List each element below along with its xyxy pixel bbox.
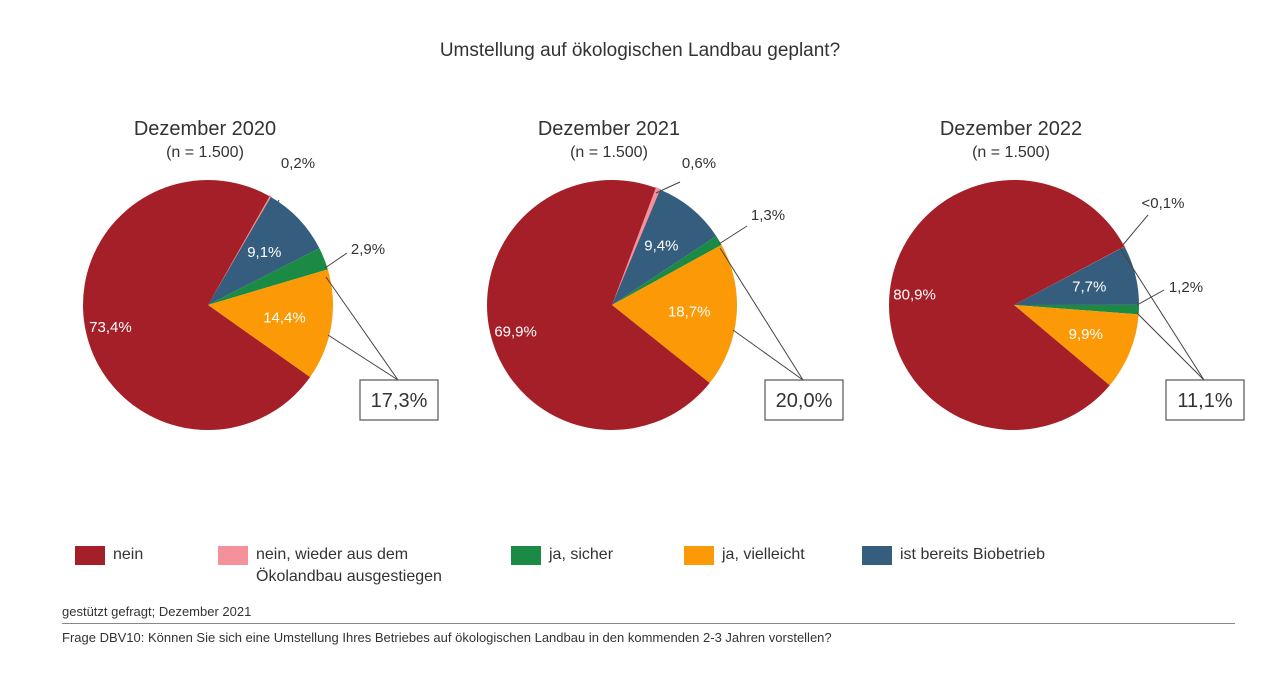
pie-slice-ja xyxy=(208,269,333,378)
leader-line xyxy=(324,252,348,269)
total-leader-line xyxy=(327,334,399,381)
slice-label: 9,9% xyxy=(1069,326,1103,343)
slice-label-outside: 1,2% xyxy=(1169,279,1203,296)
legend-label: ja, vielleicht xyxy=(722,546,805,563)
pie-slice-nein xyxy=(487,180,710,430)
slice-label: 69,9% xyxy=(494,324,537,341)
slice-label: 80,9% xyxy=(893,287,936,304)
pie-slice-nein xyxy=(1013,245,1126,306)
total-leader-line xyxy=(1119,247,1205,381)
pie-slice-ist-bereits-biobetrieb xyxy=(208,196,320,305)
slice-label: 9,1% xyxy=(247,244,281,261)
question-text: Frage DBV10: Können Sie sich eine Umstel… xyxy=(62,630,832,645)
slice-label-outside: 0,2% xyxy=(281,155,315,172)
slice-label-outside: 0,6% xyxy=(682,155,716,172)
chart-title: Umstellung auf ökologischen Landbau gepl… xyxy=(439,40,841,61)
pie-slice-nein xyxy=(207,195,272,306)
total-label: 17,3% xyxy=(371,390,428,412)
slice-label: 14,4% xyxy=(263,310,306,327)
legend-label: ja, sicher xyxy=(549,546,614,563)
pie-title: Dezember 2022 xyxy=(940,118,1082,140)
pie-slice-ja xyxy=(612,244,737,383)
pie-title: Dezember 2020 xyxy=(134,118,276,140)
total-box xyxy=(764,379,844,421)
pie-slice-nein xyxy=(889,180,1125,431)
footnote: gestützt gefragt; Dezember 2021 xyxy=(62,604,252,619)
slice-label: 9,4% xyxy=(644,237,678,254)
pie-subtitle: (n = 1.500) xyxy=(972,144,1050,161)
total-label: 20,0% xyxy=(776,390,833,412)
legend-swatch xyxy=(218,546,248,565)
legend-label: nein, wieder aus dem Ökolandbau ausgesti… xyxy=(256,546,442,585)
legend-swatch xyxy=(511,546,541,565)
slice-label: 7,7% xyxy=(1072,278,1106,295)
divider xyxy=(62,623,1235,624)
slice-label: 18,7% xyxy=(668,304,711,321)
leader-line xyxy=(1136,289,1165,306)
pie-slice-ist-bereits-biobetrieb xyxy=(1014,246,1139,305)
total-label: 11,1% xyxy=(1177,390,1232,412)
pie-slice-ja xyxy=(612,236,722,305)
leader-line xyxy=(718,225,748,245)
legend-item-ausgestiegen: nein, wieder aus dem Ökolandbau ausgesti… xyxy=(218,546,458,588)
legend-item-ja-vielleicht: ja, vielleicht xyxy=(684,546,805,565)
legend-swatch xyxy=(862,546,892,565)
total-leader-line xyxy=(1136,312,1205,381)
legend-item-ja-sicher: ja, sicher xyxy=(511,546,613,565)
total-leader-line xyxy=(732,329,804,381)
legend-label: ist bereits Biobetrieb xyxy=(900,546,1045,563)
slice-label: 73,4% xyxy=(89,319,132,336)
pie-slice-ja xyxy=(1014,305,1139,386)
slice-label-outside: 2,9% xyxy=(351,241,385,258)
pie-title: Dezember 2021 xyxy=(538,118,680,140)
pie-slice-nein xyxy=(611,186,662,306)
legend-swatch xyxy=(684,546,714,565)
total-box xyxy=(359,379,439,421)
legend-label: nein xyxy=(113,546,144,563)
pie-slice-ja xyxy=(208,248,328,305)
total-box xyxy=(1165,379,1245,421)
pie-slice-nein xyxy=(83,180,311,431)
total-leader-line xyxy=(325,276,399,381)
slice-label-outside: 1,3% xyxy=(751,207,785,224)
pie-slice-ist-bereits-biobetrieb xyxy=(612,189,717,305)
legend-item-nein: nein xyxy=(75,546,143,565)
pie-charts: Dezember 2020 (n = 1.500) 0,2% 9,1% 2,9% 14,4… xyxy=(83,118,1245,431)
legend-swatch xyxy=(75,546,105,565)
pie-slice-ja xyxy=(1014,304,1139,315)
leader-line xyxy=(1121,214,1149,247)
legend-item-biobetrieb: ist bereits Biobetrieb xyxy=(862,546,1045,565)
slice-label-outside: <0,1% xyxy=(1142,195,1185,212)
total-leader-line xyxy=(719,247,804,381)
pie-subtitle: (n = 1.500) xyxy=(166,144,244,161)
pie-subtitle: (n = 1.500) xyxy=(570,144,648,161)
